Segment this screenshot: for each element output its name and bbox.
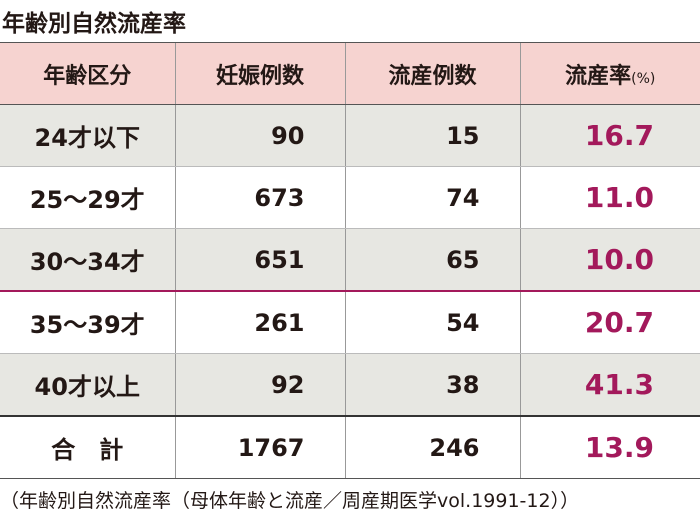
cell: 90 <box>174 104 345 167</box>
cell: 25～29才 <box>0 166 175 229</box>
cell: 74 <box>344 166 520 229</box>
cell: 30～34才 <box>0 228 175 292</box>
total-cell: 13.9 <box>519 416 700 479</box>
header-text: 流産例数 <box>388 63 477 89</box>
header-text: 流産率 <box>565 63 632 89</box>
total-cell: 1767 <box>174 416 345 479</box>
cell: 20.7 <box>519 291 700 354</box>
cell: 15 <box>344 104 520 167</box>
header-cell: 流産率(%) <box>519 42 700 105</box>
cell: 16.7 <box>519 104 700 167</box>
cell: 41.3 <box>519 353 700 417</box>
header-cell: 年齢区分 <box>0 42 175 105</box>
cell: 24才以下 <box>0 104 175 167</box>
table-row: 35～39才 261 54 20.7 <box>0 291 700 354</box>
total-cell: 合 計 <box>0 416 175 479</box>
cell: 40才以上 <box>0 353 175 417</box>
header-text: 妊娠例数 <box>215 63 304 89</box>
table: 年齢区分 妊娠例数 流産例数 流産率(%) 24才以下 90 15 16.7 25～29才 673… <box>0 42 700 479</box>
table-row: 40才以上 92 38 41.3 <box>0 353 700 417</box>
header-row: 年齢区分 妊娠例数 流産例数 流産率(%) <box>0 42 700 105</box>
table-row: 24才以下 90 15 16.7 <box>0 104 700 167</box>
header-text: 年齢区分 <box>43 63 132 89</box>
header-cell: 流産例数 <box>344 42 520 105</box>
cell: 38 <box>344 353 520 417</box>
cell: 651 <box>174 228 345 292</box>
cell: 54 <box>344 291 520 354</box>
cell: 673 <box>174 166 345 229</box>
table-row: 25～29才 673 74 11.0 <box>0 166 700 229</box>
cell: 35～39才 <box>0 291 175 354</box>
total-row: 合 計 1767 246 13.9 <box>0 416 700 479</box>
cell: 92 <box>174 353 345 417</box>
header-cell: 妊娠例数 <box>174 42 345 105</box>
cell: 65 <box>344 228 520 292</box>
cell: 11.0 <box>519 166 700 229</box>
cell: 261 <box>174 291 345 354</box>
source: （年齢別自然流産率（母体年齢と流産／周産期医学vol.1991-12）） <box>0 490 580 512</box>
header-unit: (%) <box>631 70 656 87</box>
title: 年齢別自然流産率 <box>2 11 186 37</box>
total-cell: 246 <box>344 416 520 479</box>
table-row: 30～34才 651 65 10.0 <box>0 228 700 292</box>
cell: 10.0 <box>519 228 700 292</box>
